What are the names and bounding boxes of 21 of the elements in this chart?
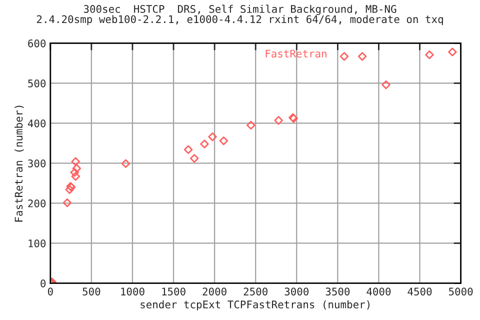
x-tick-label: 0 <box>48 288 53 296</box>
y-tick-label: 0 <box>40 279 46 288</box>
x-tick-label: 5000 <box>448 288 473 296</box>
chart-title: 300sec HSTCP DRS, Self Similar Background, MB-NG 2.4.20smp web100-2.2.1, e1000-4.4.12 rxint 64/64, moderate on txq <box>36 4 443 26</box>
y-tick-label: 400 <box>28 119 46 128</box>
y-tick-label: 500 <box>28 79 46 88</box>
x-tick-label: 1000 <box>121 288 144 296</box>
x-tick-label: 2000 <box>202 288 226 296</box>
x-tick-label: 3000 <box>284 288 309 296</box>
y-tick-label: 300 <box>28 159 46 168</box>
x-tick-label: 1500 <box>162 288 186 296</box>
x-tick-label: 3500 <box>326 288 350 296</box>
x-tick-label: 4500 <box>408 288 432 296</box>
y-tick-label: 200 <box>28 199 46 208</box>
y-tick-label: 100 <box>28 239 46 248</box>
y-axis-title: FastRetran (number) <box>14 106 24 222</box>
x-axis-title: sender tcpExt TCPFastRetrans (number) <box>140 300 370 310</box>
x-tick-label: 4000 <box>366 288 391 296</box>
x-tick-label: 2500 <box>244 288 268 296</box>
y-tick-label: 600 <box>28 39 46 48</box>
x-tick-label: 500 <box>82 288 100 296</box>
